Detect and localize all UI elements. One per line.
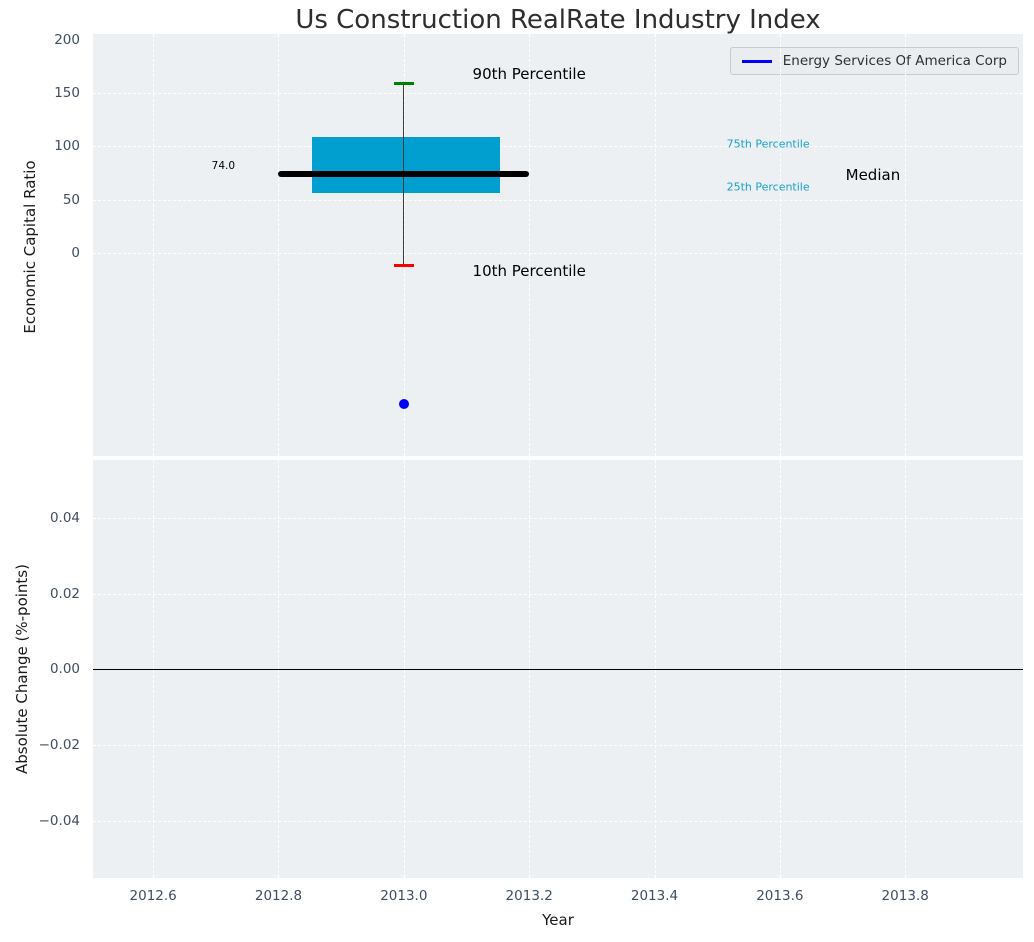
annotation-25th-percentile: 25th Percentile	[726, 180, 810, 194]
y-tick-label: 200	[54, 32, 80, 49]
p10-cap	[393, 264, 414, 268]
gridline-vertical	[529, 34, 531, 456]
x-tick-label: 2013.6	[756, 888, 804, 904]
gridline-vertical	[403, 34, 405, 456]
gridline-horizontal	[93, 146, 1023, 148]
gridline-vertical	[905, 34, 907, 456]
y-tick-label: −0.04	[38, 812, 80, 829]
gridline-horizontal	[93, 93, 1023, 95]
annotation-median: Median	[845, 166, 901, 185]
annotation-10th-percentile: 10th Percentile	[472, 261, 586, 280]
gridline-horizontal	[93, 517, 1023, 519]
legend-label: Energy Services Of America Corp	[782, 53, 1007, 69]
annotation-90th-percentile: 90th Percentile	[472, 65, 586, 84]
x-tick-label: 2013.4	[630, 888, 679, 904]
annotation-74-0: 74.0	[211, 159, 236, 172]
y-tick-label: 150	[54, 85, 80, 102]
legend: Energy Services Of America Corp	[729, 47, 1019, 75]
y-tick-label: 0	[71, 244, 80, 261]
bottom-axes-plot-area	[93, 460, 1023, 878]
zero-axhline	[93, 668, 1023, 671]
y-tick-label: 100	[54, 138, 80, 155]
chart-title: Us Construction RealRate Industry Index	[295, 5, 821, 35]
median-line	[278, 171, 530, 178]
gridline-horizontal	[93, 199, 1023, 201]
legend-line-sample	[741, 59, 772, 63]
y-tick-label: 0.00	[49, 661, 80, 678]
gridline-vertical	[278, 34, 280, 456]
top-axes-plot-area: Energy Services Of America Corp 90th Per…	[93, 34, 1023, 456]
y-tick-label: 0.04	[49, 509, 80, 526]
p90-cap	[393, 82, 414, 86]
gridline-vertical	[779, 34, 781, 456]
gridline-horizontal	[93, 820, 1023, 822]
company-data-point	[398, 398, 409, 409]
y-tick-label: −0.02	[38, 737, 80, 754]
gridline-horizontal	[93, 745, 1023, 747]
y-tick-label: 0.02	[49, 585, 80, 602]
gridline-horizontal	[93, 252, 1023, 254]
x-tick-label: 2013.0	[380, 888, 428, 904]
gridline-vertical	[654, 34, 656, 456]
x-tick-label: 2012.6	[129, 888, 177, 904]
gridline-vertical	[153, 34, 155, 456]
x-tick-label: 2012.8	[254, 888, 303, 904]
x-axis-label: Year	[542, 911, 574, 929]
x-tick-label: 2013.2	[505, 888, 553, 904]
annotation-75th-percentile: 75th Percentile	[726, 137, 810, 151]
x-tick-label: 2013.8	[881, 888, 929, 904]
gridline-horizontal	[93, 593, 1023, 595]
y-tick-label: 50	[62, 191, 80, 208]
iqr-box	[312, 136, 501, 194]
